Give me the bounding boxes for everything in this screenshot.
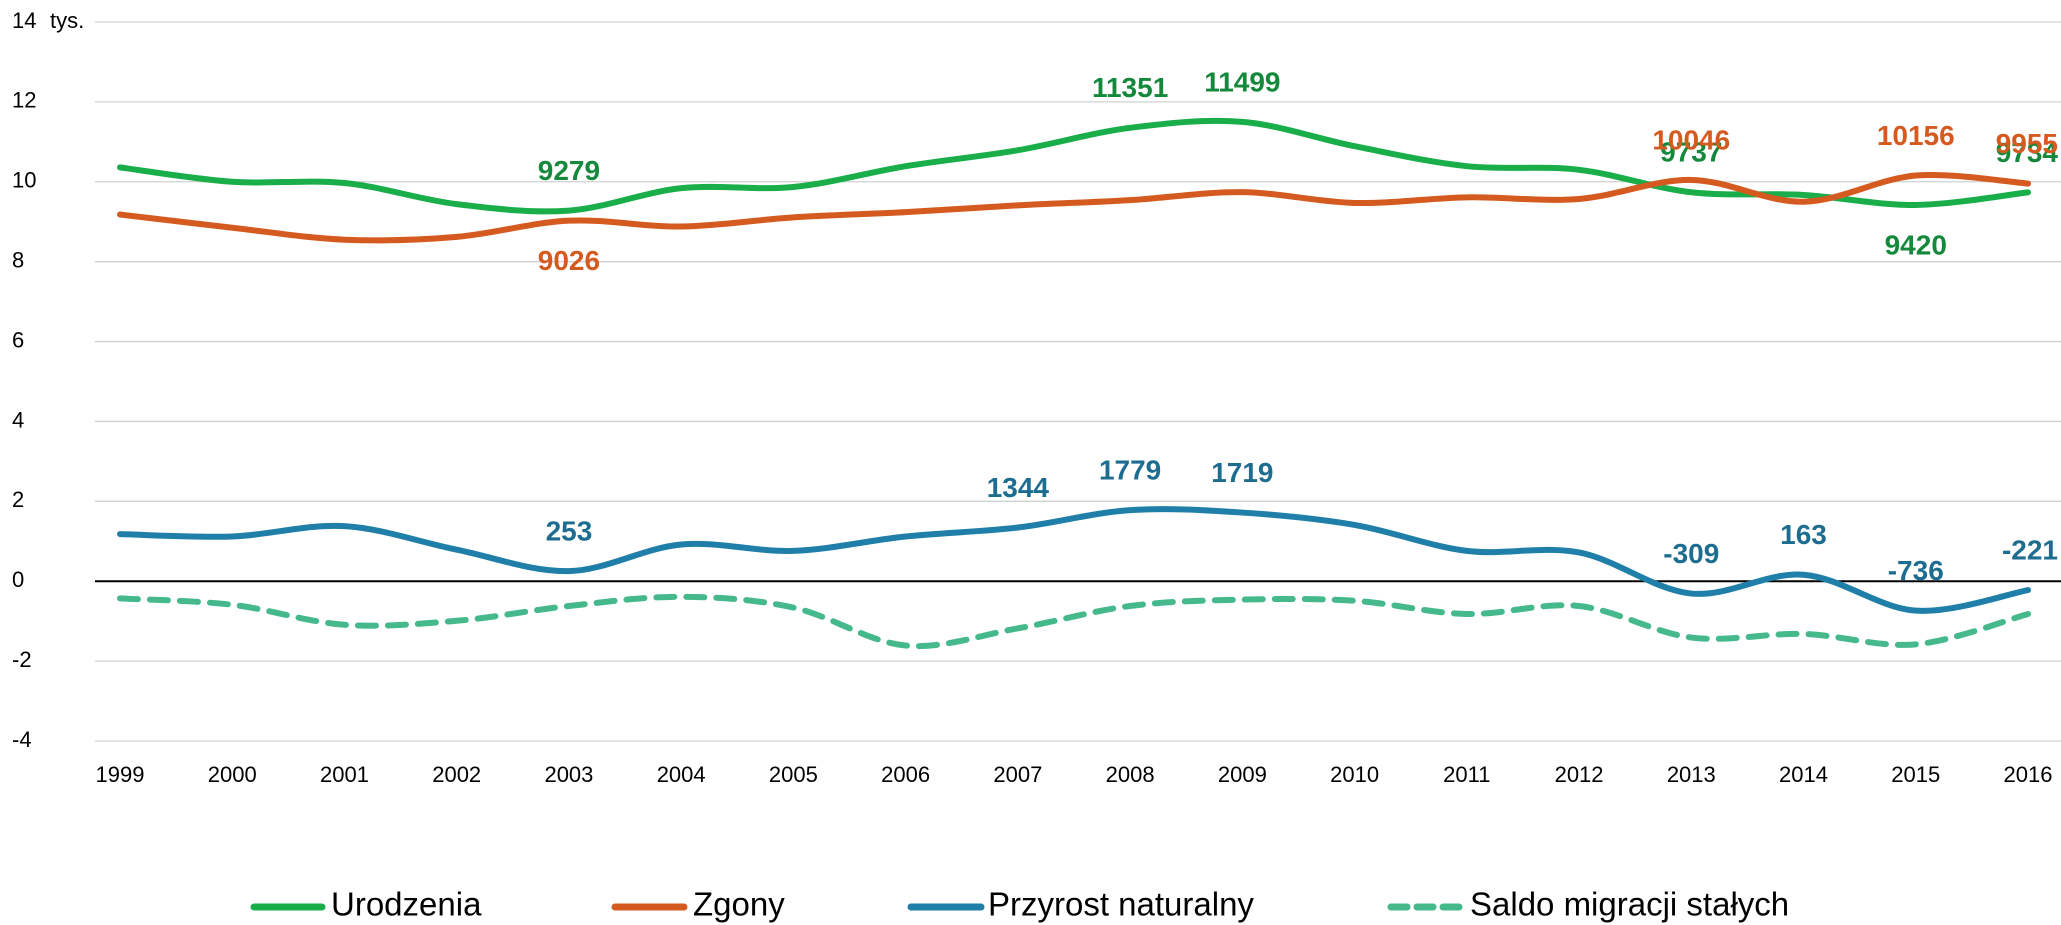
data-label: 1344 xyxy=(987,472,1050,503)
x-tick-label: 2007 xyxy=(993,762,1042,787)
x-tick-label: 2012 xyxy=(1555,762,1604,787)
y-tick-label: 0 xyxy=(12,567,24,592)
data-label: -736 xyxy=(1888,555,1944,586)
data-label: 9734 xyxy=(1996,137,2059,168)
data-label: 11499 xyxy=(1204,66,1280,97)
series-line xyxy=(117,506,2031,614)
x-tick-label: 2013 xyxy=(1667,762,1716,787)
x-tick-label: 2001 xyxy=(320,762,369,787)
legend-label: Zgony xyxy=(693,886,785,923)
y-tick-label: 6 xyxy=(12,327,24,352)
data-label: 163 xyxy=(1780,519,1827,550)
data-label: 1779 xyxy=(1099,455,1161,486)
data-label: 10046 xyxy=(1652,124,1730,155)
data-label: 253 xyxy=(546,516,593,547)
legend-label: Przyrost naturalny xyxy=(988,886,1254,923)
x-tick-label: 2009 xyxy=(1218,762,1267,787)
data-label: 1719 xyxy=(1211,457,1273,488)
x-tick-label: 2011 xyxy=(1443,762,1490,787)
x-tick-label: 2004 xyxy=(657,762,706,787)
data-label: 9026 xyxy=(538,245,600,276)
y-tick-label: 10 xyxy=(12,168,36,193)
y-tick-label: 8 xyxy=(12,247,24,272)
data-label: 9279 xyxy=(538,155,600,186)
x-tick-label: 2010 xyxy=(1330,762,1379,787)
y-tick-label: 4 xyxy=(12,407,24,432)
x-tick-label: 2008 xyxy=(1106,762,1155,787)
x-tick-label: 2005 xyxy=(769,762,818,787)
x-tick-label: 2003 xyxy=(544,762,593,787)
x-tick-label: 1999 xyxy=(96,762,145,787)
x-tick-label: 2014 xyxy=(1779,762,1828,787)
y-tick-label: 14 xyxy=(12,8,36,33)
series-line xyxy=(117,172,2031,244)
y-tick-label: 12 xyxy=(12,88,36,113)
data-label: 11351 xyxy=(1092,72,1168,103)
legend-label: Urodzenia xyxy=(331,886,482,923)
data-label: 10156 xyxy=(1877,120,1955,151)
data-label: 9737 xyxy=(1660,137,1722,168)
y-tick-label: -4 xyxy=(12,727,32,752)
data-label: 9420 xyxy=(1885,229,1947,260)
series-line xyxy=(117,593,2031,650)
x-tick-label: 2016 xyxy=(2004,762,2053,787)
y-tick-label: 2 xyxy=(12,487,24,512)
legend-label: Saldo migracji stałych xyxy=(1470,886,1789,923)
x-tick-label: 2015 xyxy=(1891,762,1940,787)
data-label: -221 xyxy=(2002,534,2058,565)
x-tick-label: 2006 xyxy=(881,762,930,787)
y-unit: tys. xyxy=(50,8,84,33)
x-tick-label: 2002 xyxy=(432,762,481,787)
data-label: -309 xyxy=(1663,538,1719,569)
y-tick-label: -2 xyxy=(12,647,32,672)
series-line xyxy=(117,117,2031,215)
x-tick-label: 2000 xyxy=(208,762,257,787)
data-label: 9955 xyxy=(1996,128,2058,159)
